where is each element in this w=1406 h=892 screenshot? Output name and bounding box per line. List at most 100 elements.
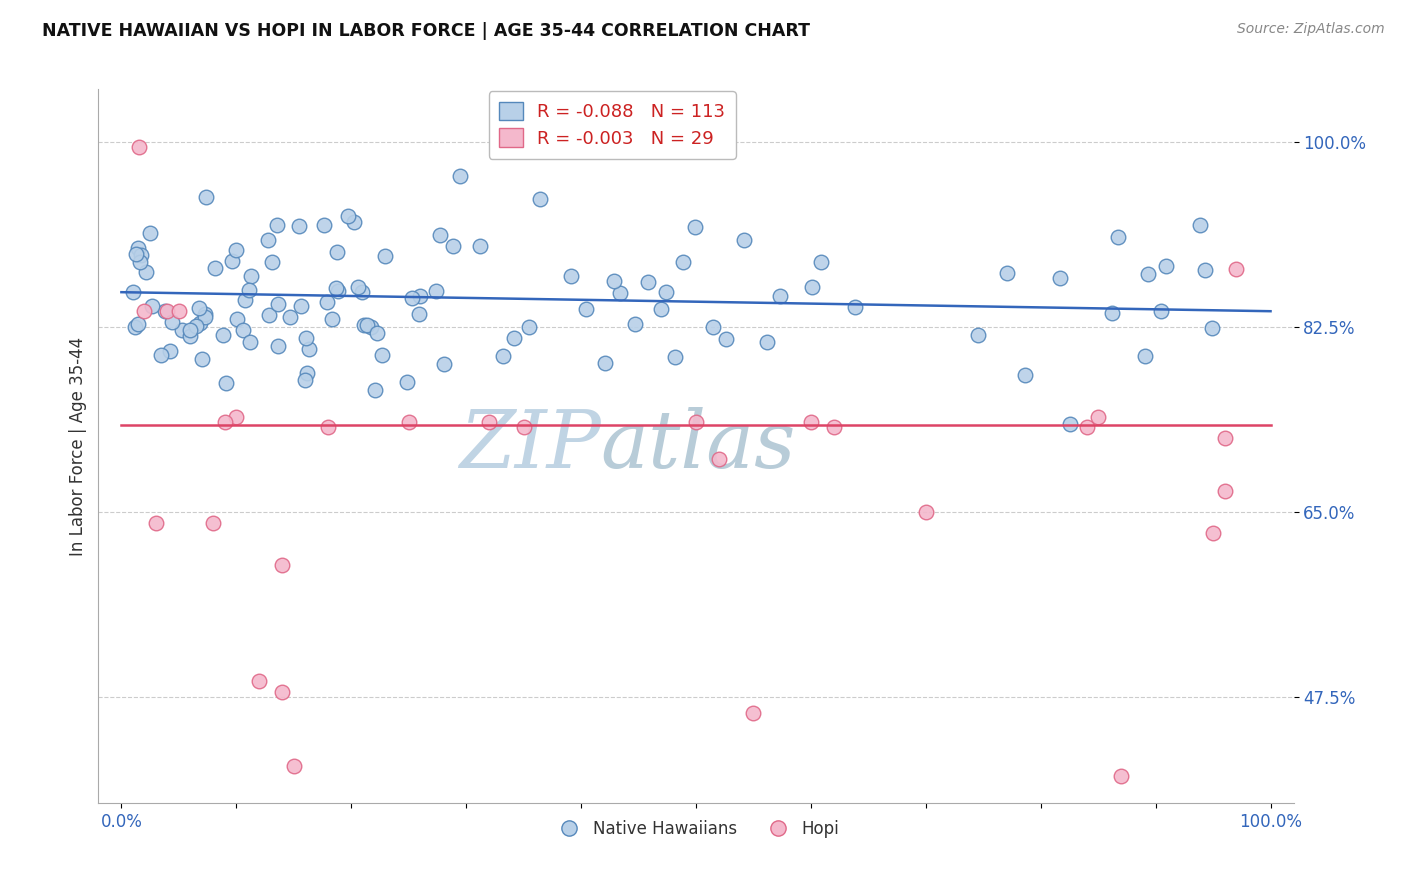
Point <box>188 316 211 330</box>
Point <box>1213 483 1236 498</box>
Point <box>194 307 217 321</box>
Point <box>654 285 676 300</box>
Point <box>364 383 387 397</box>
Point <box>221 254 243 268</box>
Point <box>271 685 294 699</box>
Point <box>914 505 936 519</box>
Point <box>225 243 247 257</box>
Point <box>672 254 695 268</box>
Point <box>1101 306 1123 320</box>
Point <box>141 300 163 314</box>
Point <box>1076 420 1098 434</box>
Point <box>470 238 492 252</box>
Point <box>702 320 724 334</box>
Point <box>823 420 845 434</box>
Point <box>326 285 349 299</box>
Point <box>129 248 152 262</box>
Point <box>128 140 150 154</box>
Text: NATIVE HAWAIIAN VS HOPI IN LABOR FORCE | AGE 35-44 CORRELATION CHART: NATIVE HAWAIIAN VS HOPI IN LABOR FORCE |… <box>42 22 810 40</box>
Point <box>371 348 394 362</box>
Point <box>441 239 464 253</box>
Point <box>374 249 396 263</box>
Point <box>195 190 218 204</box>
Point <box>215 376 238 391</box>
Point <box>1014 368 1036 383</box>
Point <box>124 320 146 334</box>
Point <box>191 351 214 366</box>
Point <box>560 269 582 284</box>
Point <box>624 318 647 332</box>
Point <box>145 516 167 530</box>
Point <box>314 218 336 232</box>
Point <box>1109 769 1132 783</box>
Point <box>247 674 270 689</box>
Point <box>260 255 283 269</box>
Point <box>298 343 321 357</box>
Point <box>315 295 337 310</box>
Point <box>135 265 157 279</box>
Point <box>356 318 378 333</box>
Point <box>1225 261 1247 276</box>
Point <box>239 334 262 349</box>
Point <box>295 366 318 380</box>
Point <box>280 310 302 324</box>
Point <box>128 255 150 269</box>
Point <box>271 558 294 572</box>
Point <box>800 415 823 429</box>
Point <box>204 260 226 275</box>
Point <box>967 328 990 343</box>
Point <box>127 317 149 331</box>
Point <box>844 301 866 315</box>
Point <box>179 329 201 343</box>
Point <box>321 311 343 326</box>
Point <box>1059 417 1081 432</box>
Point <box>398 415 420 429</box>
Point <box>172 323 194 337</box>
Point <box>1049 271 1071 285</box>
Text: atlas: atlas <box>600 408 796 484</box>
Point <box>429 228 451 243</box>
Point <box>343 215 366 229</box>
Point <box>336 209 359 223</box>
Point <box>1194 262 1216 277</box>
Point <box>425 284 447 298</box>
Point <box>214 415 236 429</box>
Point <box>266 219 288 233</box>
Point <box>238 284 260 298</box>
Point <box>1150 304 1173 318</box>
Point <box>283 759 305 773</box>
Point <box>160 315 183 329</box>
Point <box>1188 218 1211 232</box>
Point <box>167 304 190 318</box>
Point <box>295 331 318 345</box>
Point <box>395 376 418 390</box>
Point <box>503 331 526 345</box>
Point <box>326 244 349 259</box>
Point <box>401 291 423 305</box>
Point <box>733 233 755 247</box>
Point <box>650 302 672 317</box>
Point <box>225 311 247 326</box>
Point <box>1201 320 1223 334</box>
Point <box>810 255 832 269</box>
Point <box>294 373 316 387</box>
Point <box>1133 349 1156 363</box>
Point <box>240 269 263 284</box>
Point <box>256 234 278 248</box>
Point <box>609 285 631 300</box>
Point <box>1087 409 1109 424</box>
Point <box>150 348 173 362</box>
Point <box>742 706 765 720</box>
Point <box>664 351 686 365</box>
Point <box>449 169 471 183</box>
Point <box>267 297 290 311</box>
Point <box>800 280 823 294</box>
Point <box>997 266 1019 280</box>
Point <box>593 356 616 370</box>
Point <box>492 350 515 364</box>
Point <box>184 318 207 333</box>
Point <box>755 334 778 349</box>
Text: Source: ZipAtlas.com: Source: ZipAtlas.com <box>1237 22 1385 37</box>
Point <box>408 307 430 321</box>
Point <box>159 344 181 359</box>
